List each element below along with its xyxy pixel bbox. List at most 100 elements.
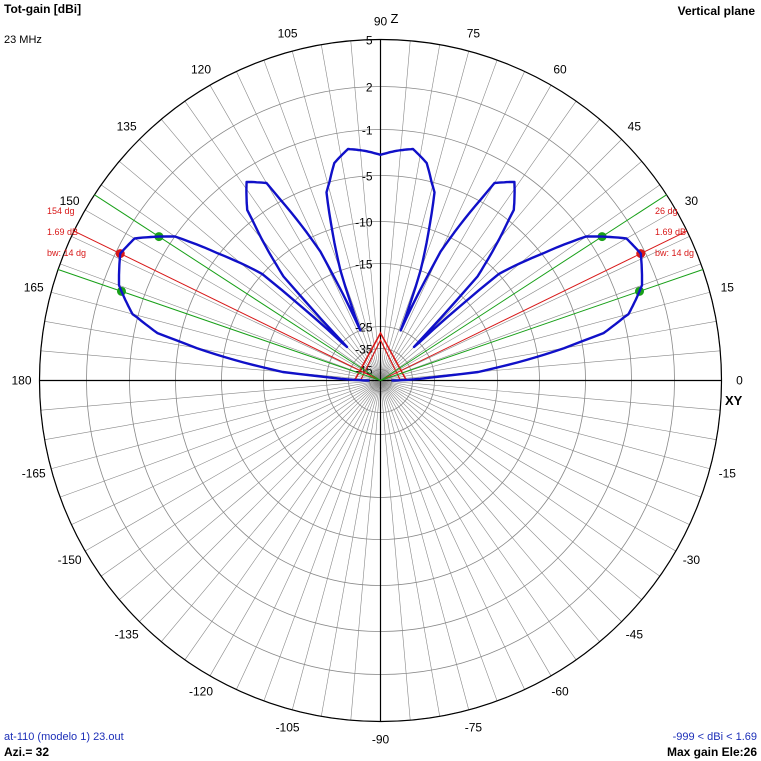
angle-tick-label: 0: [736, 374, 743, 388]
half-power-line: [380, 194, 667, 381]
angle-tick-label: -75: [465, 720, 483, 734]
annotation-text: bw: 14 dg: [47, 248, 86, 258]
grid-spoke: [51, 380, 381, 470]
grid-spoke: [380, 320, 717, 381]
grid-spoke: [380, 119, 600, 381]
grid-spoke: [263, 59, 381, 381]
angle-tick-label: -150: [58, 553, 82, 567]
angle-tick-label: 120: [191, 63, 211, 77]
radial-tick-label: -1: [362, 124, 373, 138]
grid-spoke: [380, 380, 710, 470]
grid-spoke: [100, 184, 381, 381]
grid-spoke: [71, 236, 381, 381]
grid-spoke: [380, 350, 721, 381]
max-gain-line: [380, 230, 688, 381]
tick-labels: 0 15 30 45 60 75 90 105 120 135 150 165 180 -165 -150 -…: [11, 11, 743, 747]
grid-spoke: [380, 184, 661, 381]
grid-spoke: [44, 380, 381, 441]
angle-tick-label: -60: [551, 684, 569, 698]
radial-tick-label: -10: [355, 216, 373, 230]
grid-spoke: [119, 380, 381, 600]
grid-spoke: [380, 380, 622, 622]
grid-spoke: [161, 119, 381, 381]
xy-axis-label: XY: [725, 393, 743, 408]
annotation-text: 154 dg: [47, 206, 75, 216]
grid-spoke: [320, 380, 381, 717]
annotation-text: 26 dg: [655, 206, 678, 216]
beam-annotations: 26 dg 1.69 dB bw: 14 dg 154 dg 1.69 dB bw: 14…: [47, 206, 694, 258]
beam-triangle-inner: [359, 338, 402, 381]
grid-spoke: [85, 380, 381, 552]
angle-tick-label: -15: [719, 466, 737, 480]
angle-tick-label: 75: [467, 27, 481, 41]
beam-markers: [57, 194, 704, 381]
grid-spoke: [51, 291, 381, 381]
grid-spoke: [184, 100, 381, 381]
grid-spoke: [119, 161, 381, 381]
grid-spoke: [380, 380, 721, 411]
grid-spoke: [85, 209, 381, 381]
gain-range-label: -999 < dBi < 1.69: [672, 731, 757, 743]
angle-tick-label: -165: [22, 466, 46, 480]
beam-triangle: [353, 331, 408, 381]
angle-tick-label: 90: [374, 15, 388, 29]
grid-spoke: [380, 380, 702, 498]
angle-tick-label: -135: [115, 627, 139, 641]
grid-spoke: [139, 380, 381, 622]
angle-tick-label: 165: [24, 281, 44, 295]
radiation-pattern: [117, 147, 644, 382]
grid-spoke: [380, 209, 676, 381]
angle-tick-label: -90: [372, 733, 390, 747]
angle-tick-label: 180: [11, 374, 31, 388]
radial-tick-label: -15: [355, 258, 373, 272]
grid-spoke: [380, 59, 498, 381]
angle-tick-label: -120: [189, 684, 213, 698]
grid-spoke: [380, 161, 642, 381]
chart-title: Tot-gain [dBi]: [4, 2, 82, 16]
grid-spoke: [40, 380, 381, 411]
half-power-line: [380, 269, 704, 381]
grid-spoke: [209, 85, 381, 381]
grid-spoke: [380, 380, 577, 661]
grid-spoke: [71, 380, 381, 525]
half-power-line: [57, 269, 381, 381]
grid-spoke: [59, 263, 381, 381]
radial-tick-label: -5: [362, 170, 373, 184]
grid-spoke: [263, 380, 381, 702]
grid-spoke: [320, 44, 381, 381]
grid-spoke: [184, 380, 381, 661]
grid-spoke: [380, 380, 690, 525]
angle-tick-label: 15: [721, 281, 735, 295]
grid-spoke: [380, 236, 690, 381]
radial-tick-label: -35: [355, 343, 373, 357]
angle-tick-label: 135: [117, 120, 137, 134]
grid-spoke: [291, 51, 381, 381]
azimuth-label: Azi.= 32: [4, 745, 50, 759]
grid-spoke: [209, 380, 381, 676]
grid-spoke: [380, 380, 642, 600]
grid-spoke: [40, 350, 381, 381]
grid-spoke: [380, 51, 470, 381]
grid-spoke: [59, 380, 381, 498]
grid-spoke: [380, 100, 577, 381]
grid-spoke: [380, 40, 411, 381]
frequency-label: 23 MHz: [4, 34, 42, 46]
grid-spoke: [380, 380, 717, 441]
z-axis-label: Z: [391, 11, 399, 26]
annotation-text: 1.69 dB: [655, 227, 686, 237]
angle-tick-label: -105: [276, 720, 300, 734]
angle-tick-label: 150: [60, 194, 80, 208]
grid-spoke: [380, 380, 552, 676]
grid-spoke: [380, 263, 702, 381]
grid-spoke: [380, 380, 676, 552]
angle-tick-label: 105: [278, 27, 298, 41]
grid-spoke: [380, 380, 600, 642]
grid-spoke: [380, 71, 525, 381]
grid-spoke: [100, 380, 381, 577]
grid-spoke: [44, 320, 381, 381]
grid-spoke: [380, 44, 441, 381]
grid-spoke: [380, 380, 661, 577]
grid-spoke: [380, 380, 470, 710]
grid-spoke: [350, 380, 381, 721]
angle-tick-label: 45: [628, 120, 642, 134]
